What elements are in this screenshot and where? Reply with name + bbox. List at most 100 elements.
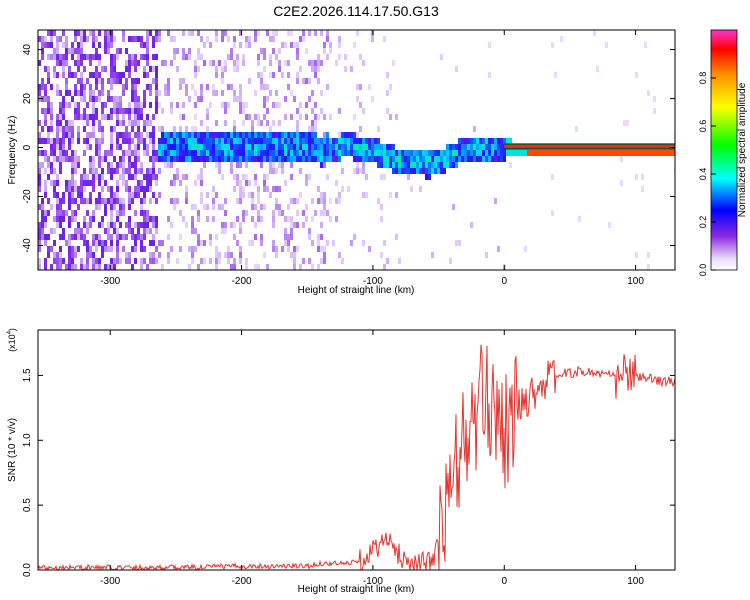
heatmap-cell bbox=[272, 156, 275, 162]
heatmap-cell bbox=[62, 60, 65, 66]
heatmap-cell bbox=[308, 126, 311, 132]
heatmap-cell bbox=[86, 246, 89, 252]
heatmap-cell bbox=[272, 30, 275, 36]
heatmap-cell bbox=[59, 246, 62, 252]
heatmap-cell bbox=[248, 150, 251, 156]
heatmap-cell bbox=[128, 144, 131, 150]
heatmap-cell bbox=[77, 192, 80, 198]
heatmap-cell bbox=[389, 144, 392, 150]
heatmap-cell bbox=[197, 138, 200, 144]
heatmap-cell bbox=[389, 162, 392, 168]
heatmap-cell bbox=[119, 144, 122, 150]
heatmap-cell bbox=[368, 156, 371, 162]
heatmap-cell bbox=[410, 168, 413, 174]
heatmap-cell bbox=[188, 138, 191, 144]
heatmap-cell bbox=[215, 66, 218, 72]
heatmap-cell bbox=[659, 150, 662, 156]
heatmap-cell bbox=[305, 174, 308, 180]
heatmap-cell bbox=[80, 84, 83, 90]
heatmap-cell bbox=[173, 198, 176, 204]
heatmap-cell bbox=[254, 234, 257, 240]
heatmap-cell bbox=[239, 138, 242, 144]
heatmap-cell bbox=[95, 204, 98, 210]
heatmap-cell bbox=[311, 132, 314, 138]
heatmap-cell bbox=[320, 150, 323, 156]
heatmap-cell bbox=[602, 150, 605, 156]
heatmap-cell bbox=[188, 54, 191, 60]
heatmap-cell bbox=[272, 246, 275, 252]
heatmap-cell bbox=[458, 144, 461, 150]
heatmap-cell bbox=[476, 156, 479, 162]
heatmap-cell bbox=[272, 162, 275, 168]
heatmap-cell bbox=[110, 162, 113, 168]
heatmap-cell bbox=[302, 150, 305, 156]
heatmap-cell bbox=[308, 132, 311, 138]
heatmap-cell bbox=[272, 132, 275, 138]
heatmap-cell bbox=[245, 138, 248, 144]
heatmap-cell bbox=[191, 132, 194, 138]
heatmap-cell bbox=[149, 66, 152, 72]
heatmap-cell bbox=[362, 156, 365, 162]
heatmap-cell bbox=[200, 198, 203, 204]
heatmap-cell bbox=[131, 138, 134, 144]
heatmap-cell bbox=[38, 132, 41, 138]
heatmap-cell bbox=[155, 30, 158, 36]
snr-x-tick-label: -100 bbox=[363, 576, 383, 587]
heatmap-cell bbox=[497, 246, 500, 252]
heatmap-cell bbox=[176, 174, 179, 180]
heatmap-cell bbox=[98, 156, 101, 162]
heatmap-cell bbox=[113, 258, 116, 264]
heatmap-cell bbox=[650, 150, 653, 156]
heatmap-cell bbox=[143, 102, 146, 108]
heatmap-cell bbox=[224, 132, 227, 138]
heatmap-cell bbox=[296, 78, 299, 84]
heatmap-cell bbox=[125, 126, 128, 132]
heatmap-cell bbox=[83, 66, 86, 72]
heatmap-cell bbox=[41, 162, 44, 168]
heatmap-cell bbox=[383, 144, 386, 150]
heatmap-cell bbox=[71, 96, 74, 102]
heatmap-cell bbox=[359, 54, 362, 60]
heatmap-cell bbox=[167, 258, 170, 264]
heatmap-cell bbox=[140, 162, 143, 168]
heatmap-cell bbox=[176, 102, 179, 108]
heatmap-cell bbox=[203, 42, 206, 48]
heatmap-cell bbox=[488, 144, 491, 150]
heatmap-cell bbox=[440, 150, 443, 156]
heatmap-cell bbox=[635, 252, 638, 258]
heatmap-cell bbox=[158, 30, 161, 36]
heatmap-cell bbox=[278, 102, 281, 108]
heatmap-cell bbox=[296, 132, 299, 138]
heatmap-cell bbox=[83, 108, 86, 114]
heatmap-cell bbox=[98, 162, 101, 168]
heatmap-cell bbox=[170, 144, 173, 150]
heatmap-cell bbox=[65, 84, 68, 90]
snr-panel: -300 -200 -100 0 100 0.00.51.01.5 Height of … bbox=[7, 328, 676, 595]
heatmap-cell bbox=[152, 36, 155, 42]
heatmap-cell bbox=[110, 42, 113, 48]
heatmap-cell bbox=[257, 60, 260, 66]
heatmap-cell bbox=[575, 150, 578, 156]
heatmap-cell bbox=[206, 192, 209, 198]
heatmap-cell bbox=[254, 144, 257, 150]
heatmap-cell bbox=[218, 132, 221, 138]
heatmap-cell bbox=[470, 138, 473, 144]
heatmap-cell bbox=[314, 126, 317, 132]
heatmap-cell bbox=[239, 186, 242, 192]
heatmap-cell bbox=[59, 210, 62, 216]
heatmap-cell bbox=[50, 36, 53, 42]
heatmap-cell bbox=[209, 102, 212, 108]
heatmap-cell bbox=[296, 108, 299, 114]
heatmap-cell bbox=[341, 150, 344, 156]
heatmap-cell bbox=[134, 84, 137, 90]
heatmap-cell bbox=[266, 174, 269, 180]
snr-x-tick-label: -300 bbox=[100, 576, 120, 587]
heatmap-cell bbox=[215, 258, 218, 264]
heatmap-cell bbox=[185, 156, 188, 162]
heatmap-cell bbox=[362, 162, 365, 168]
heatmap-cell bbox=[185, 174, 188, 180]
heatmap-cell bbox=[422, 156, 425, 162]
heatmap-cell bbox=[95, 66, 98, 72]
heatmap-cell bbox=[95, 36, 98, 42]
heatmap-cell bbox=[185, 144, 188, 150]
